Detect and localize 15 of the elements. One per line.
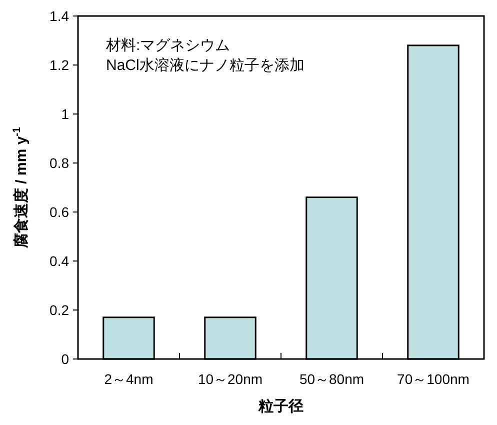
y-tick-label: 1.4 <box>50 8 70 24</box>
annotation: 材料:マグネシウム <box>105 37 230 54</box>
x-tick-label: 10～20nm <box>198 371 263 387</box>
y-tick-label: 1.2 <box>50 56 70 73</box>
y-tick-label: 0.6 <box>50 204 70 220</box>
x-tick-label: 50～80nm <box>299 371 364 387</box>
x-axis-title: 粒子径 <box>258 398 304 415</box>
annotation: NaCl水溶液にナノ粒子を添加 <box>106 57 304 74</box>
y-tick-label: 1 <box>61 106 70 122</box>
x-tick-label: 70～100nm <box>397 371 470 387</box>
y-tick-label: 0.4 <box>50 252 70 269</box>
x-tick-label: 2～4nm <box>104 371 154 387</box>
y-tick-label: 0.2 <box>50 302 70 318</box>
y-tick-label: 0.8 <box>50 154 70 171</box>
y-tick-label: 0 <box>61 350 70 367</box>
